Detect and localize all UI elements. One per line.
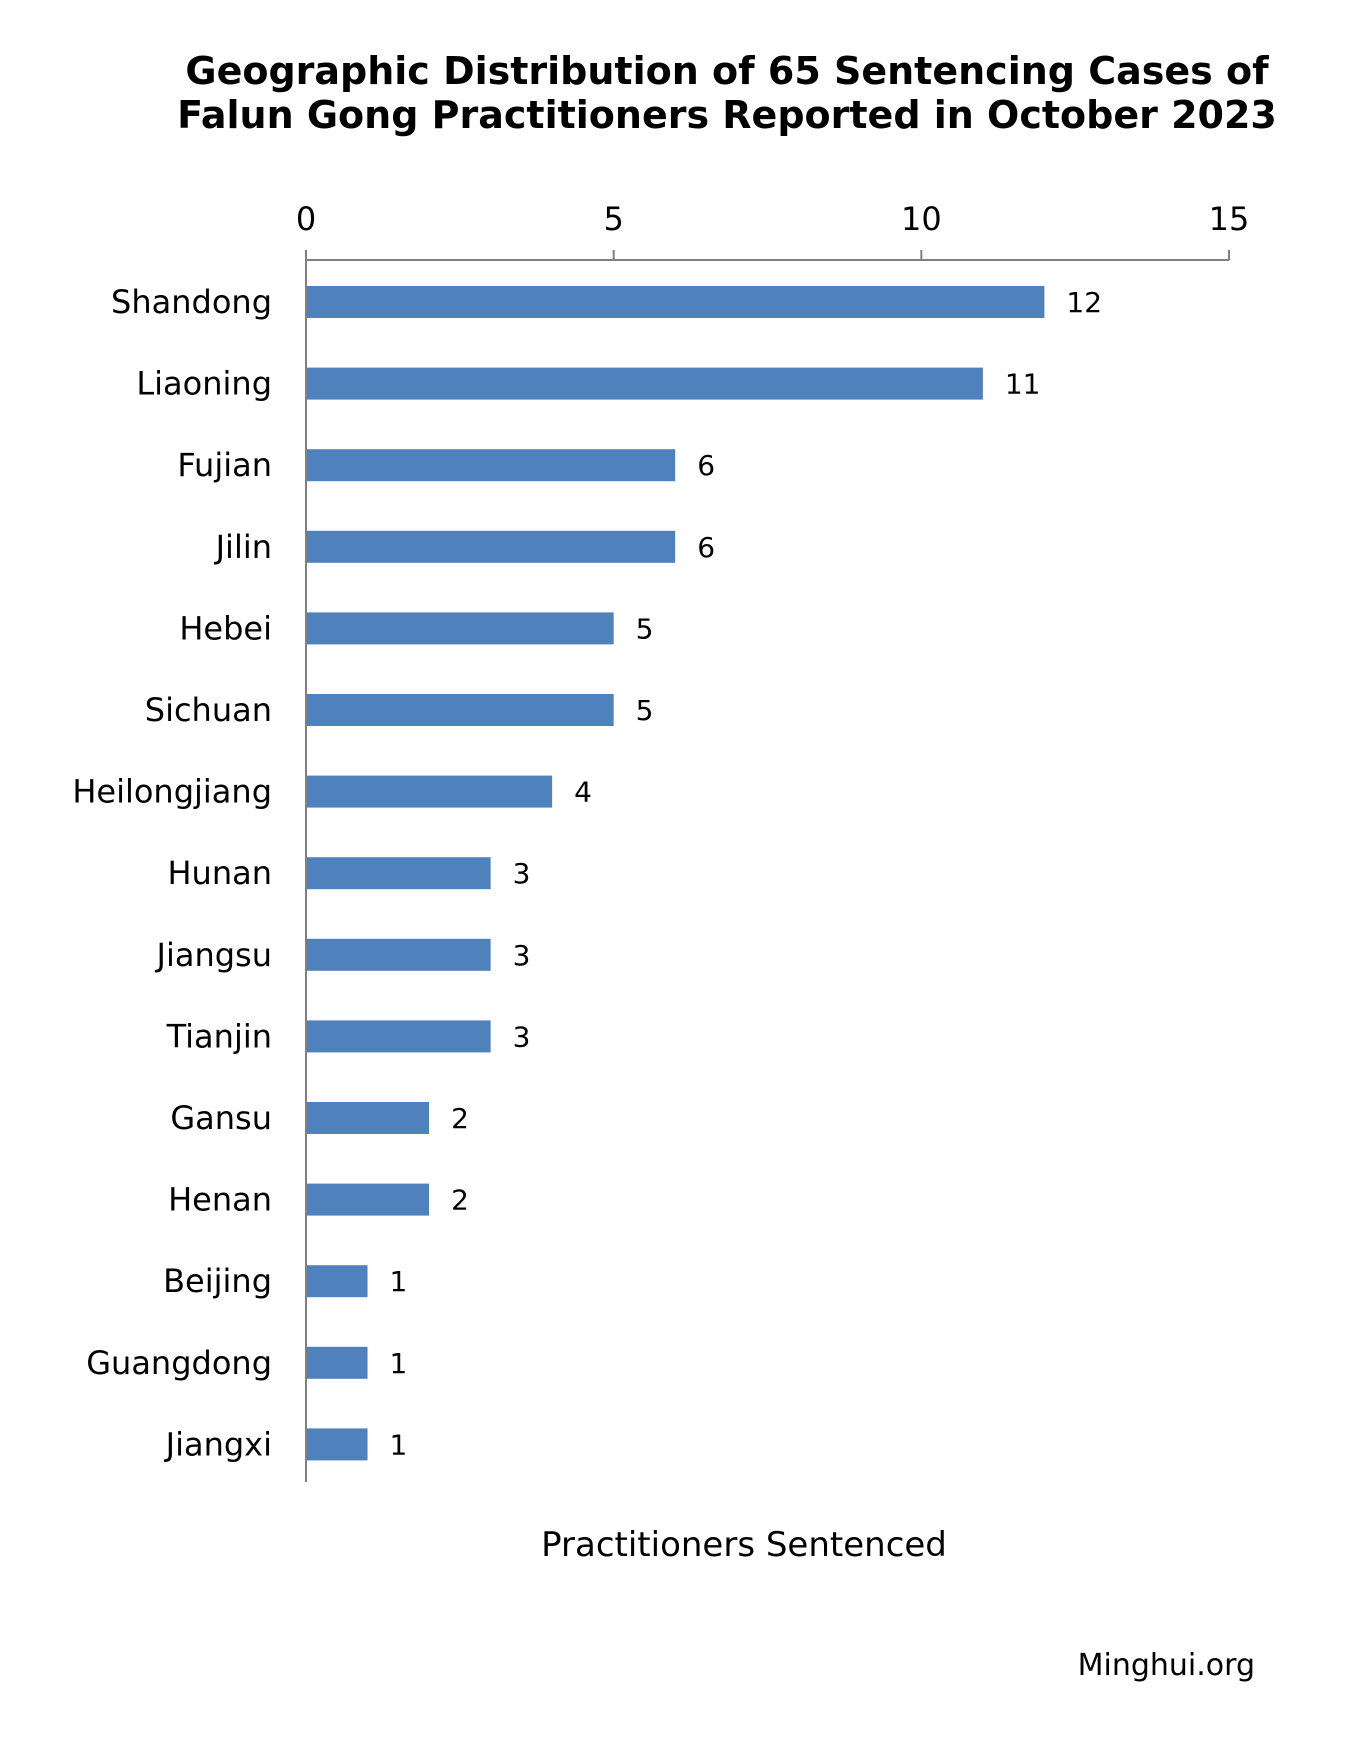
bar	[307, 1020, 491, 1053]
data-label: 1	[390, 1347, 408, 1380]
x-tick-label: 0	[296, 200, 316, 238]
category-label: Jilin	[214, 528, 272, 566]
bar	[307, 286, 1045, 318]
bar	[307, 1346, 368, 1379]
data-label: 2	[451, 1102, 469, 1135]
data-label: 11	[1005, 368, 1041, 401]
bar	[307, 1428, 368, 1461]
bar	[307, 694, 614, 726]
data-label: 5	[636, 612, 654, 645]
category-label: Liaoning	[136, 365, 272, 403]
category-label: Gansu	[170, 1099, 272, 1137]
bar	[307, 367, 983, 400]
category-label: Heilongjiang	[72, 773, 272, 811]
data-label: 3	[513, 939, 531, 972]
category-label: Hebei	[179, 609, 272, 647]
category-label: Beijing	[163, 1262, 272, 1300]
bar	[307, 1102, 430, 1134]
bar	[307, 1183, 430, 1216]
bar	[307, 449, 676, 482]
x-tick-label: 15	[1209, 200, 1250, 238]
category-label: Henan	[168, 1181, 272, 1219]
x-axis-title: Practitioners Sentenced	[541, 1525, 947, 1565]
category-label: Hunan	[167, 854, 272, 892]
chart-title-line-2: Falun Gong Practitioners Reported in Oct…	[177, 93, 1277, 137]
bar	[307, 938, 491, 971]
data-label: 4	[574, 776, 592, 809]
x-tick-label: 10	[901, 200, 942, 238]
data-label: 1	[390, 1265, 408, 1298]
bar	[307, 1265, 368, 1298]
data-label: 5	[636, 694, 654, 727]
bar	[307, 775, 553, 808]
x-tick-label: 5	[603, 200, 623, 238]
data-label: 3	[513, 1020, 531, 1053]
data-label: 1	[390, 1428, 408, 1461]
category-label: Jiangsu	[155, 936, 272, 974]
bar	[307, 612, 614, 645]
data-label: 3	[513, 857, 531, 890]
category-label: Sichuan	[145, 691, 272, 729]
data-label: 6	[697, 531, 715, 564]
chart-title-line-1: Geographic Distribution of 65 Sentencing…	[185, 49, 1269, 93]
category-label: Tianjin	[166, 1017, 272, 1055]
source-label: Minghui.org	[1078, 1648, 1255, 1683]
bar	[307, 857, 491, 890]
data-label: 12	[1066, 286, 1102, 319]
bar	[307, 530, 676, 563]
data-label: 6	[697, 449, 715, 482]
category-label: Fujian	[177, 446, 272, 484]
data-label: 2	[451, 1184, 469, 1217]
axes	[305, 259, 1229, 1482]
category-label: Guangdong	[86, 1344, 272, 1382]
category-label: Shandong	[111, 283, 272, 321]
x-axis-ticks: 0 5 10 15	[296, 200, 1250, 260]
category-label: Jiangxi	[164, 1425, 272, 1463]
